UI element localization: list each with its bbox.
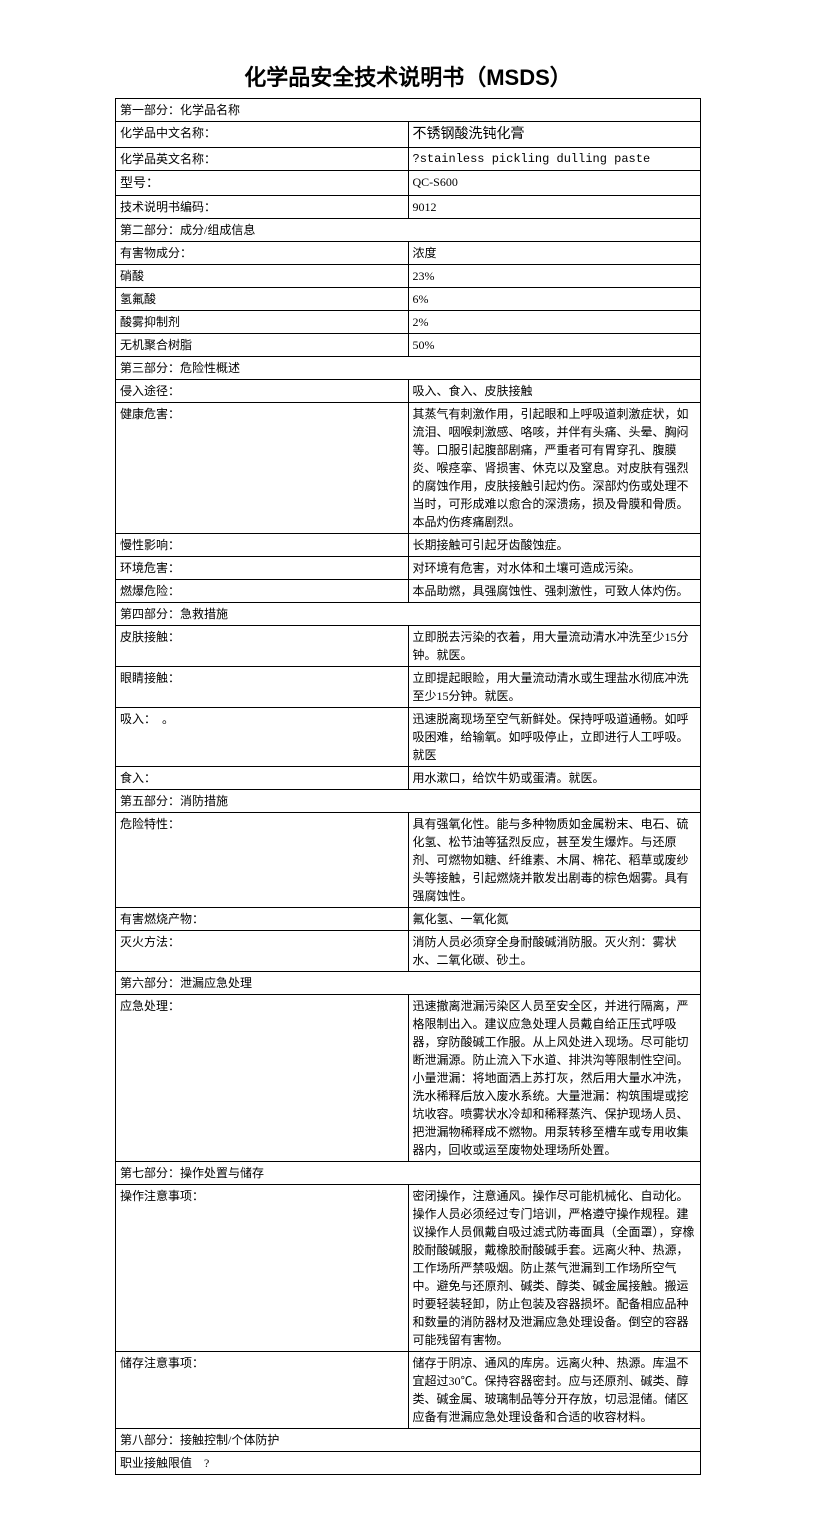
table-row: 环境危害：对环境有危害，对水体和土壤可造成污染。 [116,556,701,579]
table-row: 慢性影响：长期接触可引起牙齿酸蚀症。 [116,533,701,556]
field-value: 不锈钢酸洗钝化膏 [408,122,701,148]
field-value: 对环境有危害，对水体和土壤可造成污染。 [408,556,701,579]
table-row: 灭火方法：消防人员必须穿全身耐酸碱消防服。灭火剂：雾状水、二氧化碳、砂土。 [116,930,701,971]
section-header: 第六部分：泄漏应急处理 [116,971,701,994]
field-value: 长期接触可引起牙齿酸蚀症。 [408,533,701,556]
section-header: 第一部分：化学品名称 [116,99,701,122]
field-label: 操作注意事项： [116,1184,409,1351]
field-label: 健康危害： [116,402,409,533]
field-value: 具有强氧化性。能与多种物质如金属粉末、电石、硫化氢、松节油等猛烈反应，甚至发生爆… [408,812,701,907]
field-value: 密闭操作，注意通风。操作尽可能机械化、自动化。操作人员必须经过专门培训，严格遵守… [408,1184,701,1351]
section-header: 第三部分：危险性概述 [116,356,701,379]
table-row: 有害燃烧产物：氟化氢、一氧化氮 [116,907,701,930]
field-value: 立即提起眼睑，用大量流动清水或生理盐水彻底冲洗至少15分钟。就医。 [408,666,701,707]
field-label: 灭火方法： [116,930,409,971]
table-row: 酸雾抑制剂2% [116,310,701,333]
table-row: 操作注意事项：密闭操作，注意通风。操作尽可能机械化、自动化。操作人员必须经过专门… [116,1184,701,1351]
field-label: 应急处理： [116,994,409,1161]
field-label: 无机聚合树脂 [116,333,409,356]
field-value: 吸入、食入、皮肤接触 [408,379,701,402]
field-value: 2% [408,310,701,333]
table-row: 氢氟酸6% [116,287,701,310]
section-header: 第二部分：成分/组成信息 [116,218,701,241]
table-row: 第四部分：急救措施 [116,602,701,625]
table-row: 型号：QC-S600 [116,171,701,196]
section-header: 第五部分：消防措施 [116,789,701,812]
table-row: 食入：用水漱口，给饮牛奶或蛋清。就医。 [116,766,701,789]
field-value: 23% [408,264,701,287]
field-label: 化学品英文名称： [116,148,409,171]
field-label: 慢性影响： [116,533,409,556]
field-value: 立即脱去污染的衣着，用大量流动清水冲洗至少15分钟。就医。 [408,625,701,666]
table-row: 硝酸23% [116,264,701,287]
field-value: 浓度 [408,241,701,264]
field-label: 侵入途径： [116,379,409,402]
table-row: 健康危害：其蒸气有刺激作用，引起眼和上呼吸道刺激症状，如流泪、咽喉刺激感、咯咳，… [116,402,701,533]
table-row: 无机聚合树脂50% [116,333,701,356]
table-row: 第五部分：消防措施 [116,789,701,812]
msds-table: 第一部分：化学品名称化学品中文名称：不锈钢酸洗钝化膏化学品英文名称：?stain… [115,98,701,1475]
field-label: 储存注意事项： [116,1351,409,1428]
field-value: 其蒸气有刺激作用，引起眼和上呼吸道刺激症状，如流泪、咽喉刺激感、咯咳，并伴有头痛… [408,402,701,533]
field-label: 化学品中文名称： [116,122,409,148]
field-label: 眼睛接触： [116,666,409,707]
field-value: 9012 [408,195,701,218]
field-value: 50% [408,333,701,356]
table-row: 眼睛接触：立即提起眼睑，用大量流动清水或生理盐水彻底冲洗至少15分钟。就医。 [116,666,701,707]
field-value: 氟化氢、一氧化氮 [408,907,701,930]
field-label: 危险特性： [116,812,409,907]
table-row: 第三部分：危险性概述 [116,356,701,379]
field-label: 有害物成分： [116,241,409,264]
table-row: 化学品英文名称：?stainless pickling dulling past… [116,148,701,171]
section-header: 第四部分：急救措施 [116,602,701,625]
field-label: 食入： [116,766,409,789]
table-row: 应急处理：迅速撤离泄漏污染区人员至安全区，并进行隔离，严格限制出入。建议应急处理… [116,994,701,1161]
field-value: 消防人员必须穿全身耐酸碱消防服。灭火剂：雾状水、二氧化碳、砂土。 [408,930,701,971]
table-row: 燃爆危险：本品助燃，具强腐蚀性、强刺激性，可致人体灼伤。 [116,579,701,602]
table-row: 吸入： 。迅速脱离现场至空气新鲜处。保持呼吸道通畅。如呼吸困难，给输氧。如呼吸停… [116,707,701,766]
field-label: 氢氟酸 [116,287,409,310]
field-label: 型号： [116,171,409,196]
field-value: 用水漱口，给饮牛奶或蛋清。就医。 [408,766,701,789]
section-header: 第七部分：操作处置与储存 [116,1161,701,1184]
field-label: 技术说明书编码： [116,195,409,218]
field-value: 储存于阴凉、通风的库房。远离火种、热源。库温不宜超过30℃。保持容器密封。应与还… [408,1351,701,1428]
field-label: 硝酸 [116,264,409,287]
table-row: 第八部分：接触控制/个体防护 [116,1428,701,1451]
page-title: 化学品安全技术说明书（MSDS） [115,60,701,92]
table-row: 化学品中文名称：不锈钢酸洗钝化膏 [116,122,701,148]
field-label: 燃爆危险： [116,579,409,602]
table-row: 第二部分：成分/组成信息 [116,218,701,241]
table-row: 技术说明书编码：9012 [116,195,701,218]
table-row: 储存注意事项：储存于阴凉、通风的库房。远离火种、热源。库温不宜超过30℃。保持容… [116,1351,701,1428]
field-label: 有害燃烧产物： [116,907,409,930]
field-label: 皮肤接触： [116,625,409,666]
field-value: ?stainless pickling dulling paste [408,148,701,171]
table-row: 第七部分：操作处置与储存 [116,1161,701,1184]
field-value: 迅速撤离泄漏污染区人员至安全区，并进行隔离，严格限制出入。建议应急处理人员戴自给… [408,994,701,1161]
field-label: 吸入： 。 [116,707,409,766]
field-value: 迅速脱离现场至空气新鲜处。保持呼吸道通畅。如呼吸困难，给输氧。如呼吸停止，立即进… [408,707,701,766]
table-row: 职业接触限值 ? [116,1451,701,1474]
field-value: 本品助燃，具强腐蚀性、强刺激性，可致人体灼伤。 [408,579,701,602]
table-row: 危险特性：具有强氧化性。能与多种物质如金属粉末、电石、硫化氢、松节油等猛烈反应，… [116,812,701,907]
table-row: 皮肤接触：立即脱去污染的衣着，用大量流动清水冲洗至少15分钟。就医。 [116,625,701,666]
table-row: 第六部分：泄漏应急处理 [116,971,701,994]
section-header: 职业接触限值 ? [116,1451,701,1474]
table-row: 有害物成分：浓度 [116,241,701,264]
section-header: 第八部分：接触控制/个体防护 [116,1428,701,1451]
field-label: 酸雾抑制剂 [116,310,409,333]
field-value: 6% [408,287,701,310]
field-label: 环境危害： [116,556,409,579]
table-row: 侵入途径：吸入、食入、皮肤接触 [116,379,701,402]
field-value: QC-S600 [408,171,701,196]
table-row: 第一部分：化学品名称 [116,99,701,122]
